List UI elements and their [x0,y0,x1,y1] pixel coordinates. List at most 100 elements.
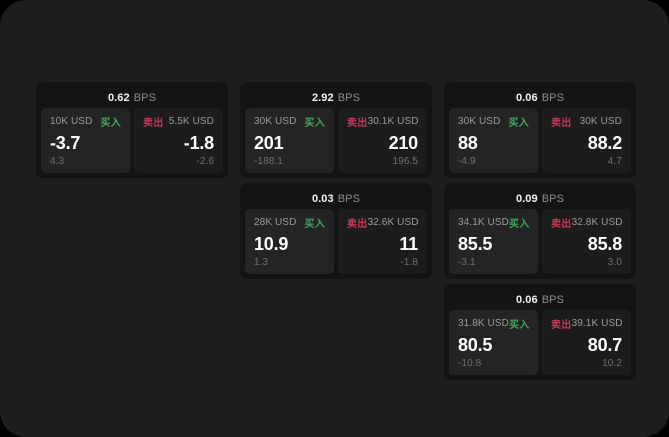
sell-tag: 卖出 [347,219,368,230]
sell-panel-header: 卖出 5.5K USD [143,115,214,129]
sell-tag: 卖出 [551,320,572,331]
bps-value: 0.09 [515,192,538,205]
buy-price: -3.7 [50,133,81,153]
sell-tag: 卖出 [551,118,572,129]
buy-price: 80.5 [458,335,493,355]
buy-tag: 买入 [508,118,529,129]
board-column: 0.06 BPS 30K USD 买入 88 -4.9 卖出 30K USD 88.2 4.7 0.… [444,82,636,382]
buy-tag: 买入 [508,320,530,331]
card-body: 34.1K USD 买入 85.5 -3.1 卖出 32.8K USD 85.8 3.0 [449,209,631,274]
buy-delta: -3.1 [458,257,476,268]
buy-panel[interactable]: 30K USD 买入 88 -4.9 [449,108,538,173]
sell-size-label: 39.1K USD [571,318,623,329]
card-header: 0.09 BPS [449,188,631,209]
sell-panel-header: 卖出 32.6K USD [347,216,419,230]
sell-panel-header: 卖出 39.1K USD [551,317,623,331]
bps-value: 0.06 [515,91,538,104]
sell-panel[interactable]: 卖出 39.1K USD 80.7 10.2 [542,310,631,375]
buy-tag: 买入 [100,118,121,129]
buy-panel-header: 34.1K USD 买入 [458,216,530,230]
sell-tag: 卖出 [551,219,572,230]
buy-panel[interactable]: 31.8K USD 买入 80.5 -10.8 [449,310,538,375]
buy-size-label: 10K USD [50,116,93,127]
buy-delta: -10.8 [458,358,482,369]
spread-card[interactable]: 2.92 BPS 30K USD 买入 201 -188.1 卖出 30.1K USD 210 1… [240,82,432,178]
sell-panel[interactable]: 卖出 32.8K USD 85.8 3.0 [542,209,631,274]
buy-tag: 买入 [508,219,530,230]
buy-size-label: 34.1K USD [458,217,509,228]
board-column: 0.62 BPS 10K USD 买入 -3.7 4.3 卖出 5.5K USD -1.8 -2.… [36,82,228,382]
buy-panel-header: 28K USD 买入 [254,216,325,230]
buy-panel[interactable]: 28K USD 买入 10.9 1.3 [245,209,334,274]
buy-size-label: 28K USD [254,217,297,228]
buy-panel[interactable]: 34.1K USD 买入 85.5 -3.1 [449,209,538,274]
spread-card[interactable]: 0.06 BPS 31.8K USD 买入 80.5 -10.8 卖出 39.1K USD 80… [444,284,636,380]
sell-price: 80.7 [587,335,622,355]
sell-price: 210 [388,133,419,153]
card-header: 0.03 BPS [245,188,427,209]
sell-panel-header: 卖出 30.1K USD [347,115,419,129]
spread-card[interactable]: 0.06 BPS 30K USD 买入 88 -4.9 卖出 30K USD 88.2 4.7 [444,82,636,178]
spread-card[interactable]: 0.62 BPS 10K USD 买入 -3.7 4.3 卖出 5.5K USD -1.8 -2.… [36,82,228,178]
bps-value: 2.92 [311,91,334,104]
bps-unit-label: BPS [541,91,565,104]
bps-value: 0.62 [107,91,130,104]
spread-card[interactable]: 0.09 BPS 34.1K USD 买入 85.5 -3.1 卖出 32.8K USD 85.… [444,183,636,279]
sell-size-label: 32.8K USD [571,217,623,228]
bps-unit-label: BPS [337,91,361,104]
sell-panel[interactable]: 卖出 30.1K USD 210 196.5 [338,108,427,173]
sell-size-label: 32.6K USD [367,217,419,228]
buy-size-label: 30K USD [458,116,501,127]
sell-delta: 3.0 [607,257,622,268]
sell-price: 88.2 [587,133,622,153]
sell-panel-header: 卖出 32.8K USD [551,216,623,230]
spread-card[interactable]: 0.03 BPS 28K USD 买入 10.9 1.3 卖出 32.6K USD 11 -1.8 [240,183,432,279]
sell-delta: 10.2 [602,358,622,369]
buy-price: 201 [254,133,284,153]
buy-price: 10.9 [254,234,289,254]
card-body: 30K USD 买入 201 -188.1 卖出 30.1K USD 210 196.5 [245,108,427,173]
sell-size-label: 30K USD [579,116,622,127]
buy-price: 85.5 [458,234,493,254]
buy-panel-header: 31.8K USD 买入 [458,317,530,331]
buy-tag: 买入 [304,118,325,129]
sell-panel[interactable]: 卖出 30K USD 88.2 4.7 [542,108,631,173]
card-body: 31.8K USD 买入 80.5 -10.8 卖出 39.1K USD 80.7 10.2 [449,310,631,375]
bps-unit-label: BPS [337,192,361,205]
sell-size-label: 30.1K USD [367,116,419,127]
buy-price: 88 [458,133,478,153]
sell-panel[interactable]: 卖出 32.6K USD 11 -1.8 [338,209,427,274]
bps-value: 0.03 [311,192,334,205]
sell-price: 11 [399,234,418,254]
card-body: 10K USD 买入 -3.7 4.3 卖出 5.5K USD -1.8 -2.6 [41,108,223,173]
card-header: 0.06 BPS [449,87,631,108]
buy-panel[interactable]: 30K USD 买入 201 -188.1 [245,108,334,173]
card-header: 0.06 BPS [449,289,631,310]
buy-tag: 买入 [304,219,325,230]
buy-size-label: 31.8K USD [458,318,509,329]
card-body: 28K USD 买入 10.9 1.3 卖出 32.6K USD 11 -1.8 [245,209,427,274]
sell-delta: -1.8 [400,257,418,268]
bps-unit-label: BPS [541,293,565,306]
buy-panel[interactable]: 10K USD 买入 -3.7 4.3 [41,108,130,173]
buy-delta: 4.3 [50,156,65,167]
buy-panel-header: 30K USD 买入 [458,115,529,129]
sell-delta: -2.6 [196,156,214,167]
sell-panel[interactable]: 卖出 5.5K USD -1.8 -2.6 [134,108,223,173]
buy-size-label: 30K USD [254,116,297,127]
sell-tag: 卖出 [143,118,164,129]
bps-unit-label: BPS [541,192,565,205]
sell-price: 85.8 [587,234,622,254]
board-column: 2.92 BPS 30K USD 买入 201 -188.1 卖出 30.1K USD 210 1… [240,82,432,382]
card-header: 0.62 BPS [41,87,223,108]
buy-delta: -4.9 [458,156,476,167]
buy-panel-header: 30K USD 买入 [254,115,325,129]
sell-size-label: 5.5K USD [168,116,214,127]
sell-panel-header: 卖出 30K USD [551,115,622,129]
sell-delta: 196.5 [392,156,418,167]
buy-delta: 1.3 [254,257,269,268]
bps-value: 0.06 [515,293,538,306]
buy-delta: -188.1 [254,156,283,167]
sell-delta: 4.7 [607,156,622,167]
